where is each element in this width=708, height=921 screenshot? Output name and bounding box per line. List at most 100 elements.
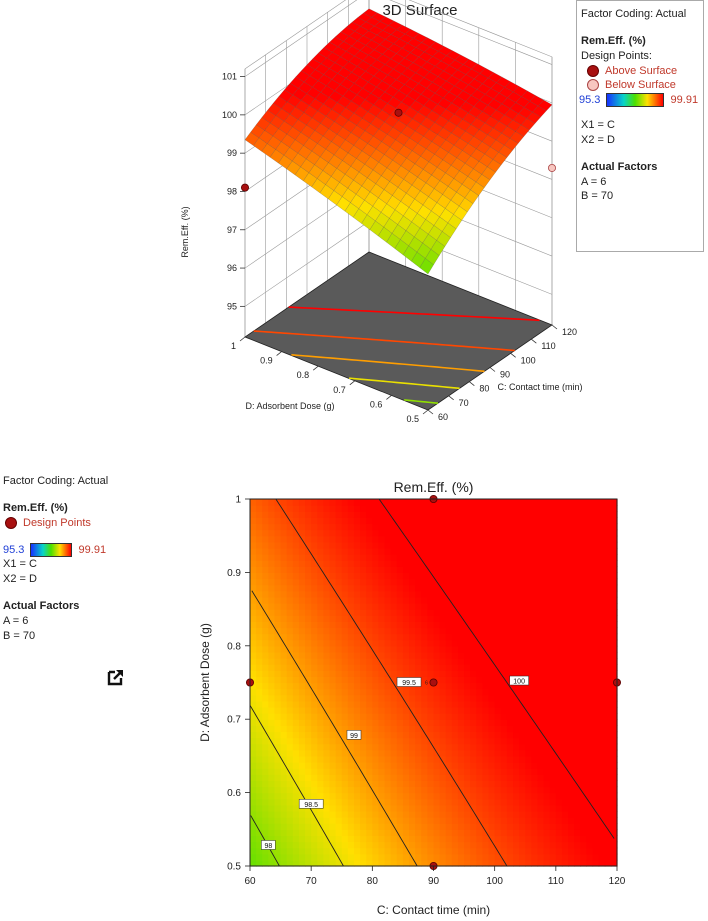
heatmap-cell bbox=[427, 627, 435, 635]
heatmap-cell bbox=[335, 566, 343, 573]
heatmap-cell bbox=[598, 810, 606, 818]
heatmap-cell bbox=[604, 602, 612, 610]
heatmap-cell bbox=[549, 541, 557, 549]
heatmap-cell bbox=[347, 572, 355, 580]
heatmap-cell bbox=[292, 584, 300, 592]
heatmap-cell bbox=[378, 731, 386, 739]
heatmap-cell bbox=[280, 541, 288, 549]
heatmap-cell bbox=[341, 535, 349, 543]
heatmap-cell bbox=[311, 688, 318, 696]
heatmap-cell bbox=[519, 798, 526, 806]
heatmap-cell bbox=[568, 731, 575, 739]
heatmap-cell bbox=[262, 547, 269, 555]
heatmap-cell bbox=[360, 859, 367, 867]
heatmap-cell bbox=[347, 700, 355, 708]
heatmap-cell bbox=[445, 670, 453, 677]
heatmap-cell bbox=[305, 688, 312, 696]
heatmap-cell bbox=[378, 780, 386, 788]
heatmap-cell bbox=[604, 523, 612, 531]
heatmap-cell bbox=[519, 529, 526, 537]
heatmap-cell bbox=[268, 817, 276, 824]
heatmap-cell bbox=[341, 804, 349, 812]
heatmap-cell bbox=[256, 694, 263, 702]
x-tick-label: 120 bbox=[609, 876, 626, 887]
heatmap-cell bbox=[366, 517, 373, 525]
heatmap-cell bbox=[610, 560, 618, 567]
heatmap-cell bbox=[586, 762, 594, 769]
heatmap-cell bbox=[439, 810, 447, 818]
heatmap-cell bbox=[433, 725, 441, 733]
heatmap-cell bbox=[402, 841, 410, 849]
heatmap-cell bbox=[262, 554, 269, 561]
heatmap-cell bbox=[500, 645, 508, 653]
heatmap-cell bbox=[256, 517, 263, 525]
heatmap-cell bbox=[378, 792, 386, 800]
heatmap-cell bbox=[329, 560, 337, 567]
heatmap-cell bbox=[305, 560, 312, 567]
heatmap-cell bbox=[256, 780, 263, 788]
heatmap-cell bbox=[250, 719, 257, 726]
heatmap-cell bbox=[415, 700, 422, 708]
heatmap-cell bbox=[488, 572, 496, 580]
heatmap-cell bbox=[274, 731, 282, 739]
heatmap-cell bbox=[341, 810, 349, 818]
heatmap-cell bbox=[464, 694, 471, 702]
heatmap-cell bbox=[305, 780, 312, 788]
heatmap-cell bbox=[427, 853, 435, 861]
heatmap-cell bbox=[305, 627, 312, 635]
heatmap-cell bbox=[409, 541, 416, 549]
heatmap-cell bbox=[457, 700, 465, 708]
heatmap-cell bbox=[427, 633, 435, 641]
heatmap-cell bbox=[561, 768, 569, 775]
heatmap-cell bbox=[329, 664, 337, 671]
heatmap-cell bbox=[543, 676, 551, 684]
heatmap-cell bbox=[353, 523, 361, 531]
heatmap-cell bbox=[519, 774, 526, 781]
heatmap-cell bbox=[610, 627, 618, 635]
heatmap-cell bbox=[329, 682, 337, 690]
heatmap-cell bbox=[476, 523, 484, 531]
heatmap-cell bbox=[329, 762, 337, 769]
heatmap-cell bbox=[341, 706, 349, 714]
heatmap-cell bbox=[506, 584, 514, 592]
heatmap-cell bbox=[317, 810, 324, 818]
heatmap-cell bbox=[280, 670, 288, 677]
heatmap-cell bbox=[323, 566, 331, 573]
heatmap-cell bbox=[262, 859, 269, 867]
heatmap-cell bbox=[311, 823, 318, 830]
heatmap-cell bbox=[329, 786, 337, 794]
heatmap-cell bbox=[372, 817, 380, 824]
heatmap-cell bbox=[445, 706, 453, 714]
heatmap-cell bbox=[574, 780, 581, 788]
heatmap-cell bbox=[604, 755, 612, 763]
heatmap-cell bbox=[262, 798, 269, 806]
heatmap-cell bbox=[574, 835, 581, 843]
heatmap-cell bbox=[353, 749, 361, 757]
heatmap-cell bbox=[525, 774, 532, 781]
heatmap-cell bbox=[360, 713, 367, 720]
heatmap-cell bbox=[298, 768, 306, 775]
heatmap-cell bbox=[415, 554, 422, 561]
heatmap-cell bbox=[494, 547, 502, 555]
heatmap-cell bbox=[586, 639, 594, 647]
heatmap-cell bbox=[451, 651, 459, 659]
heatmap-cell bbox=[268, 823, 276, 830]
heatmap-cell bbox=[329, 755, 337, 763]
heatmap-cell bbox=[360, 731, 367, 739]
heatmap-cell bbox=[335, 602, 343, 610]
heatmap-cell bbox=[494, 841, 502, 849]
heatmap-cell bbox=[433, 706, 441, 714]
heatmap-cell bbox=[366, 505, 373, 512]
heatmap-cell bbox=[335, 505, 343, 512]
heatmap-cell bbox=[390, 804, 398, 812]
heatmap-cell bbox=[610, 792, 618, 800]
design-point bbox=[245, 678, 254, 687]
heatmap-cell bbox=[537, 578, 545, 586]
heatmap-cell bbox=[488, 547, 496, 555]
heatmap-cell bbox=[610, 523, 618, 531]
heatmap-cell bbox=[311, 621, 318, 629]
heatmap-cell bbox=[439, 541, 447, 549]
export-icon[interactable] bbox=[107, 668, 125, 686]
heatmap-cell bbox=[427, 768, 435, 775]
heatmap-cell bbox=[433, 609, 441, 616]
